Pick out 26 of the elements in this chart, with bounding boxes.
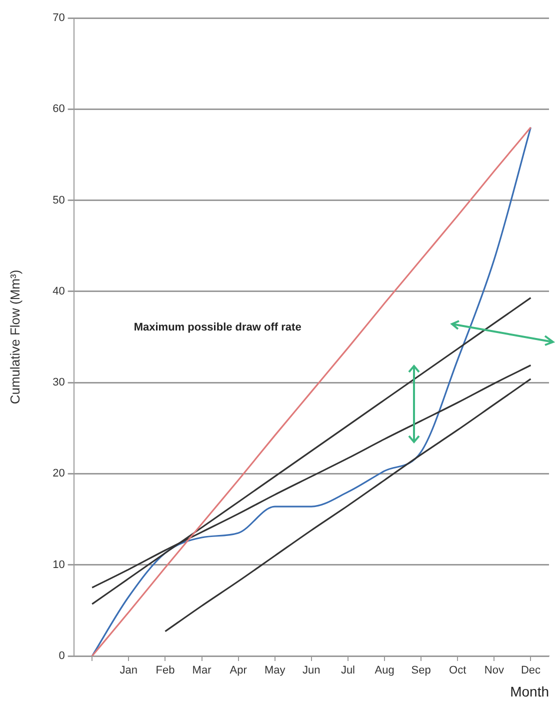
y-tick-label: 10 [52, 558, 65, 571]
y-tick-label: 70 [52, 12, 65, 24]
annotation: Maximum possible draw off rate [134, 321, 302, 334]
x-tick-label: Mar [192, 664, 212, 677]
line-series [164, 378, 532, 632]
x-tick-label: May [264, 664, 286, 677]
x-tick-label: Apr [230, 664, 248, 677]
y-axis-title: Cumulative Flow (Mm³) [7, 270, 22, 404]
x-tick-label: Sep [411, 664, 431, 677]
x-tick-label: Feb [156, 664, 175, 677]
y-tick-label: 40 [52, 285, 65, 298]
line-series [91, 126, 532, 656]
x-axis-title: Month [510, 683, 549, 700]
line-series [91, 297, 532, 605]
y-tick-label: 0 [58, 650, 65, 662]
x-tick-label: Jan [120, 664, 138, 677]
y-tick-label: 20 [52, 468, 65, 480]
x-tick-label: Jun [302, 664, 320, 677]
y-tick-label: 30 [52, 376, 65, 389]
x-tick-label: Dec [520, 664, 542, 677]
x-tick-label: Nov [484, 664, 504, 677]
y-tick-label: 50 [52, 194, 65, 206]
x-tick-label: Aug [374, 664, 394, 677]
x-tick-label: Jul [340, 664, 355, 677]
x-tick-label: Oct [449, 664, 466, 677]
y-tick-label: 60 [52, 103, 65, 116]
